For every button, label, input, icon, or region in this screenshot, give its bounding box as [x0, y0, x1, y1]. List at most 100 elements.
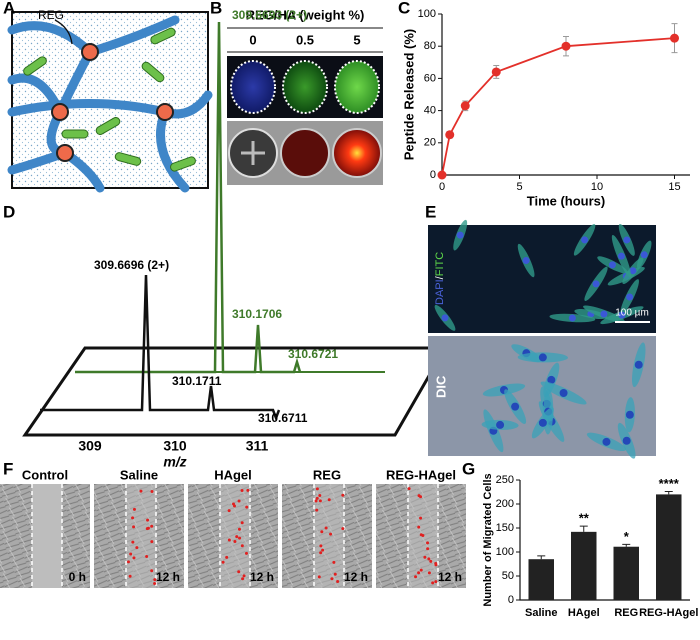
migrated-cell [319, 544, 323, 548]
x-tick-label: REG-HAgel [639, 607, 698, 619]
migrated-cell [240, 488, 244, 492]
col-label: 5 [353, 32, 360, 47]
x-tick-label: 10 [591, 181, 603, 193]
x-tick-label: HAgel [568, 607, 600, 619]
scratch-gap [126, 484, 156, 588]
panel-label: B [210, 0, 222, 17]
point [670, 33, 679, 43]
peak-label: 309.6693 (2+) [232, 8, 307, 22]
migrated-cell [126, 560, 130, 564]
migrated-cell [146, 518, 150, 522]
migrated-cell [315, 496, 319, 500]
nucleus [600, 310, 608, 318]
time-label: 12 h [156, 570, 180, 584]
migrated-cell [341, 527, 345, 531]
time-label: 12 h [344, 570, 368, 584]
x-tick-label: 310 [163, 438, 187, 454]
ha-rods [23, 27, 196, 172]
migrated-cell [426, 541, 430, 545]
cells [434, 219, 652, 331]
migrated-cell [417, 571, 421, 575]
migrated-cell [333, 572, 337, 576]
bar [528, 559, 554, 600]
migrated-cell [314, 499, 318, 503]
x-tick-label: REG [614, 607, 638, 619]
nucleus [559, 388, 568, 397]
migrated-cell [131, 516, 135, 520]
panel-label: G [462, 459, 475, 478]
migrated-cell [237, 570, 241, 574]
migrated-cell [423, 555, 427, 559]
point [561, 41, 571, 51]
panel-label: A [3, 0, 15, 17]
nucleus [547, 375, 556, 384]
group-label: HAgel [214, 467, 252, 482]
x-axis-label: m/z [163, 454, 186, 470]
nucleus [522, 257, 530, 265]
nucleus [441, 314, 449, 322]
bar [571, 531, 597, 600]
nucleus [617, 252, 625, 260]
y-axis-label: Peptide Released (%) [401, 29, 416, 161]
x-tick-label: 309 [78, 438, 102, 454]
x-tick-label: Saline [525, 607, 557, 619]
nucleus [618, 311, 626, 319]
bar [613, 546, 639, 600]
migrated-cell [150, 524, 154, 528]
nucleus [622, 436, 631, 445]
panel-e: DAPI/FITC 100 µm DIC [428, 219, 656, 459]
migrated-cell [426, 547, 430, 551]
nucleus [623, 236, 631, 244]
migrated-cell [246, 488, 250, 492]
y-tick-label: 100 [418, 8, 436, 20]
migrated-cell [419, 533, 423, 537]
time-label: 12 h [250, 570, 274, 584]
y-tick-label: 250 [496, 474, 514, 486]
green-spectrum [75, 21, 302, 374]
well [332, 128, 382, 178]
nucleus [592, 280, 600, 288]
peak-label: 310.6711 [258, 411, 308, 425]
y-tick-label: 0 [430, 169, 436, 181]
migrated-cell [132, 556, 136, 560]
migrated-cell [427, 557, 431, 561]
panel-label: D [3, 202, 15, 221]
migrated-cell [434, 580, 438, 584]
migrated-cell [153, 581, 157, 585]
panel-label: E [425, 202, 436, 221]
black-spectrum [40, 274, 281, 422]
peak-label: 310.1706 [232, 307, 282, 321]
migrated-cell [153, 578, 157, 582]
nucleus [629, 267, 637, 275]
migrated-cell [419, 516, 423, 520]
panel-b: REG/HA (weight %) 0 0.5 5 [227, 7, 383, 185]
migrated-cell [318, 499, 322, 503]
migrated-cell [429, 559, 433, 563]
migrated-cell [245, 505, 249, 509]
y-tick-label: 20 [424, 137, 436, 149]
migrated-cell [221, 560, 225, 564]
migrated-cell [135, 546, 139, 550]
migrated-cell [341, 493, 345, 497]
migrated-cell [139, 489, 143, 493]
scratch-gap [220, 484, 250, 588]
migrated-cell [235, 535, 239, 539]
migrated-cell [319, 551, 323, 555]
x-tick-label: 15 [668, 181, 680, 193]
significance: * [624, 529, 630, 544]
migrated-cell [242, 574, 246, 578]
point [491, 67, 501, 77]
group-label: REG-HAgel [386, 467, 456, 482]
significance: **** [659, 476, 680, 491]
panel-label: C [398, 0, 410, 17]
nucleus [625, 410, 634, 419]
scale-label: 100 µm [615, 308, 649, 319]
well [334, 60, 380, 114]
x-tick-label: 311 [246, 438, 269, 454]
time-label: 12 h [438, 570, 462, 584]
migrated-cell [131, 540, 135, 544]
y-tick-label: 100 [496, 546, 514, 558]
migrated-cell [417, 525, 421, 529]
nucleus [456, 231, 464, 239]
migrated-cell [414, 575, 418, 579]
